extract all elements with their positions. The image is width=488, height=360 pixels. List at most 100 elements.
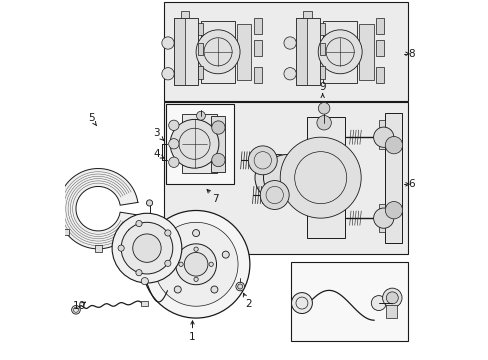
- Circle shape: [142, 211, 249, 318]
- Circle shape: [162, 68, 174, 80]
- Bar: [197, 43, 202, 55]
- Bar: [174, 18, 197, 85]
- Bar: [165, 104, 233, 184]
- Text: 7: 7: [212, 194, 219, 204]
- Circle shape: [154, 222, 238, 306]
- Circle shape: [136, 220, 142, 227]
- Bar: [174, 18, 184, 85]
- Circle shape: [112, 213, 182, 283]
- Circle shape: [132, 234, 161, 262]
- Text: 9: 9: [319, 82, 325, 93]
- Circle shape: [136, 270, 142, 276]
- Bar: [359, 24, 373, 80]
- Circle shape: [208, 262, 213, 266]
- Circle shape: [196, 30, 240, 74]
- Circle shape: [211, 121, 224, 134]
- Circle shape: [192, 230, 199, 237]
- Bar: [306, 117, 344, 238]
- Circle shape: [291, 293, 312, 314]
- Circle shape: [168, 157, 179, 167]
- Circle shape: [179, 262, 183, 266]
- Bar: [290, 262, 407, 341]
- Circle shape: [222, 251, 229, 258]
- Bar: [95, 245, 102, 252]
- Bar: [181, 114, 217, 173]
- Bar: [181, 12, 189, 18]
- Text: 2: 2: [244, 299, 251, 309]
- Bar: [303, 12, 311, 18]
- Circle shape: [174, 286, 181, 293]
- Bar: [140, 301, 147, 306]
- Circle shape: [318, 30, 362, 74]
- Bar: [378, 204, 385, 232]
- Circle shape: [284, 68, 296, 80]
- Bar: [253, 67, 262, 82]
- Circle shape: [280, 137, 361, 218]
- Bar: [237, 24, 251, 80]
- Circle shape: [164, 230, 171, 236]
- Bar: [197, 67, 202, 78]
- Circle shape: [263, 154, 309, 201]
- Circle shape: [72, 306, 80, 314]
- Circle shape: [118, 245, 124, 251]
- Bar: [375, 40, 384, 56]
- Circle shape: [316, 116, 331, 130]
- Bar: [385, 305, 396, 318]
- Circle shape: [194, 247, 198, 251]
- Text: 3: 3: [153, 129, 160, 138]
- Circle shape: [163, 251, 169, 258]
- Bar: [163, 3, 407, 101]
- Circle shape: [370, 296, 386, 311]
- Bar: [375, 18, 384, 34]
- Circle shape: [386, 292, 397, 304]
- Circle shape: [211, 153, 224, 167]
- Circle shape: [141, 278, 148, 285]
- Circle shape: [284, 37, 296, 49]
- Bar: [201, 21, 234, 82]
- Circle shape: [162, 37, 174, 49]
- Text: 6: 6: [407, 179, 414, 189]
- Circle shape: [373, 127, 393, 147]
- Bar: [295, 18, 306, 85]
- Bar: [127, 229, 134, 235]
- Text: 5: 5: [87, 113, 94, 123]
- Bar: [319, 23, 324, 35]
- Circle shape: [248, 146, 277, 175]
- Circle shape: [260, 181, 288, 210]
- Circle shape: [194, 277, 198, 282]
- Circle shape: [164, 260, 171, 266]
- Bar: [319, 43, 324, 55]
- Text: 10: 10: [73, 301, 86, 311]
- Bar: [253, 18, 262, 34]
- Bar: [378, 121, 385, 149]
- Bar: [253, 40, 262, 56]
- Bar: [211, 116, 225, 172]
- Circle shape: [168, 120, 179, 130]
- Circle shape: [196, 111, 205, 120]
- Bar: [385, 113, 402, 243]
- Circle shape: [184, 252, 207, 276]
- Polygon shape: [58, 168, 138, 249]
- Text: 8: 8: [407, 49, 414, 59]
- Circle shape: [175, 244, 216, 285]
- Bar: [295, 149, 303, 207]
- Bar: [295, 18, 319, 85]
- Bar: [197, 23, 202, 35]
- Circle shape: [210, 286, 218, 293]
- Circle shape: [385, 202, 402, 219]
- Circle shape: [170, 120, 219, 168]
- Circle shape: [385, 136, 402, 154]
- Circle shape: [373, 208, 393, 228]
- Text: 1: 1: [189, 332, 195, 342]
- Circle shape: [235, 282, 244, 291]
- Circle shape: [121, 222, 172, 274]
- Circle shape: [254, 154, 301, 201]
- Circle shape: [168, 139, 179, 149]
- Text: 4: 4: [153, 149, 160, 159]
- Bar: [375, 67, 384, 82]
- Bar: [163, 102, 407, 253]
- Circle shape: [237, 284, 242, 289]
- Bar: [319, 67, 324, 78]
- Circle shape: [146, 200, 152, 206]
- Circle shape: [318, 103, 329, 114]
